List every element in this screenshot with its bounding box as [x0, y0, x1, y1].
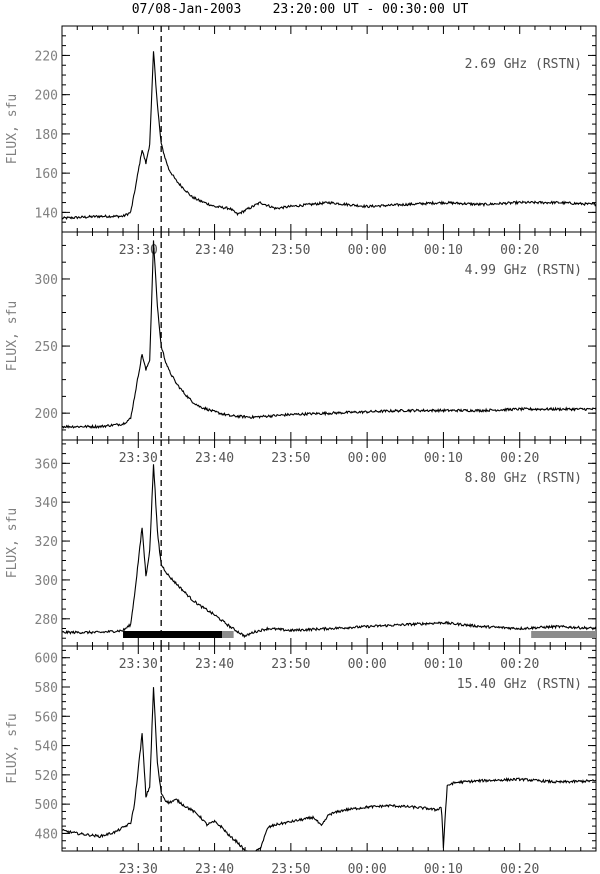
y-tick-label: 600: [35, 652, 58, 667]
x-tick-label: 00:20: [500, 862, 539, 874]
y-tick-label: 580: [35, 681, 58, 696]
flux-trace: [61, 687, 597, 852]
frequency-label: 15.40 GHz (RSTN): [457, 677, 582, 692]
y-tick-label: 480: [35, 827, 58, 842]
y-tick-label: 220: [35, 49, 58, 64]
x-tick-label: 00:20: [500, 451, 539, 466]
y-tick-label: 520: [35, 769, 58, 784]
y-axis-label: FLUX, sfu: [5, 508, 20, 578]
plot-frame: [61, 645, 597, 852]
y-tick-label: 360: [35, 457, 58, 472]
x-tick-label: 00:10: [424, 451, 463, 466]
frequency-label: 8.80 GHz (RSTN): [465, 471, 582, 486]
x-tick-label: 23:40: [195, 862, 234, 874]
y-tick-label: 160: [35, 167, 58, 182]
x-tick-label: 00:00: [348, 451, 387, 466]
x-tick-label: 00:00: [348, 862, 387, 874]
y-tick-label: 280: [35, 613, 58, 628]
y-axis-label: FLUX, sfu: [5, 301, 20, 371]
x-tick-label: 00:10: [424, 657, 463, 672]
y-tick-label: 140: [35, 206, 58, 221]
y-tick-label: 250: [35, 340, 58, 355]
y-tick-label: 560: [35, 710, 58, 725]
y-tick-label: 200: [35, 407, 58, 422]
flux-trace: [61, 51, 597, 220]
frequency-label: 2.69 GHz (RSTN): [465, 57, 582, 72]
y-axis-label: FLUX, sfu: [5, 713, 20, 783]
coverage-bar: [222, 631, 234, 638]
x-tick-label: 23:30: [119, 657, 158, 672]
flux-trace: [62, 240, 597, 429]
y-tick-label: 300: [35, 273, 58, 288]
frequency-label: 4.99 GHz (RSTN): [465, 263, 582, 278]
x-tick-label: 23:30: [119, 451, 158, 466]
x-tick-label: 00:20: [500, 243, 539, 258]
x-tick-label: 23:50: [271, 862, 310, 874]
y-tick-label: 540: [35, 740, 58, 755]
figure-title: 07/08-Jan-2003 23:20:00 UT - 00:30:00 UT: [131, 2, 469, 17]
x-tick-label: 00:20: [500, 657, 539, 672]
x-tick-label: 23:30: [119, 243, 158, 258]
y-tick-label: 180: [35, 128, 58, 143]
y-tick-label: 340: [35, 496, 58, 511]
x-tick-label: 00:00: [348, 243, 387, 258]
x-tick-label: 23:50: [271, 243, 310, 258]
x-tick-label: 23:40: [195, 243, 234, 258]
x-tick-label: 23:50: [271, 657, 310, 672]
y-tick-label: 300: [35, 574, 58, 589]
x-tick-label: 00:10: [424, 243, 463, 258]
x-tick-label: 23:40: [195, 657, 234, 672]
flux-trace: [61, 464, 597, 639]
coverage-bar: [531, 631, 596, 638]
y-axis-label: FLUX, sfu: [5, 94, 20, 164]
y-tick-label: 200: [35, 89, 58, 104]
coverage-bar: [123, 631, 223, 638]
x-tick-label: 23:30: [119, 862, 158, 874]
x-tick-label: 23:50: [271, 451, 310, 466]
x-tick-label: 23:40: [195, 451, 234, 466]
y-tick-label: 500: [35, 798, 58, 813]
x-tick-label: 00:10: [424, 862, 463, 874]
y-tick-label: 320: [35, 535, 58, 550]
x-tick-label: 00:00: [348, 657, 387, 672]
